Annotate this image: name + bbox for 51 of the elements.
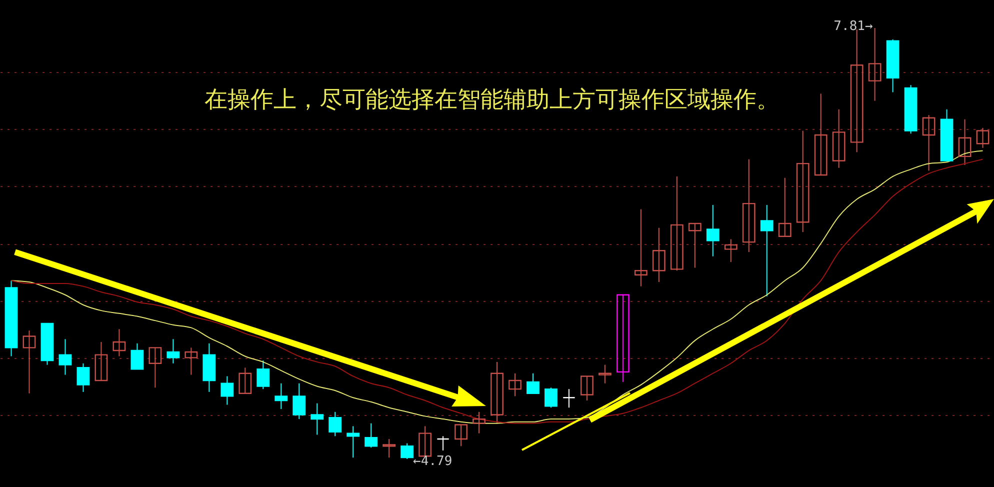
- candlestick: [310, 402, 324, 436]
- candlestick: [850, 28, 864, 153]
- candlestick: [616, 294, 630, 382]
- candlestick: [364, 422, 378, 448]
- candlestick: [490, 361, 504, 424]
- candlestick: [652, 227, 666, 283]
- annotation: 在操作上，尽可能选择在智能辅助上方可操作区域操作。: [204, 87, 780, 113]
- candlestick: [472, 411, 486, 434]
- candlestick: [958, 118, 972, 166]
- candlestick: [238, 367, 252, 394]
- candlestick: [706, 204, 720, 257]
- candlestick: [418, 426, 432, 457]
- candlestick: [724, 238, 738, 263]
- candlestick: [94, 341, 108, 382]
- annotation: ←4.79: [413, 454, 452, 469]
- candlestick: [598, 364, 612, 384]
- candlestick: [76, 362, 90, 392]
- candlestick: [148, 347, 162, 388]
- candlestick: [580, 376, 594, 401]
- candlestick: [58, 338, 72, 376]
- candlestick: [760, 204, 774, 297]
- candlestick: [436, 436, 450, 451]
- candlestick: [742, 158, 756, 253]
- candlestick: [130, 342, 144, 370]
- candlestick: [562, 388, 576, 408]
- candlestick: [382, 438, 396, 458]
- candlestick: [112, 328, 126, 357]
- annotation: 7.81→: [834, 19, 873, 34]
- candlestick: [670, 176, 684, 272]
- candlestick: [400, 442, 414, 460]
- candlestick: [832, 108, 846, 168]
- candlestick: [220, 376, 234, 406]
- candlestick: [634, 208, 648, 287]
- candlestick: [346, 426, 360, 458]
- candlestick: [796, 130, 810, 233]
- candlestick: [778, 177, 792, 237]
- candlestick: [922, 114, 936, 172]
- candlestick: [508, 372, 522, 397]
- candlestick: [166, 338, 180, 364]
- candlestick: [292, 382, 306, 420]
- candlestick: [454, 424, 468, 447]
- candlestick: [526, 372, 540, 394]
- candlestick: [688, 222, 702, 268]
- candlestick: [328, 411, 342, 437]
- candlestick: [256, 360, 270, 390]
- candlestick: [274, 382, 288, 410]
- candlestick: [814, 93, 828, 176]
- candlestick: [976, 127, 990, 148]
- candlestick: [22, 330, 36, 394]
- candlestick: [544, 387, 558, 408]
- candlestick: [184, 347, 198, 376]
